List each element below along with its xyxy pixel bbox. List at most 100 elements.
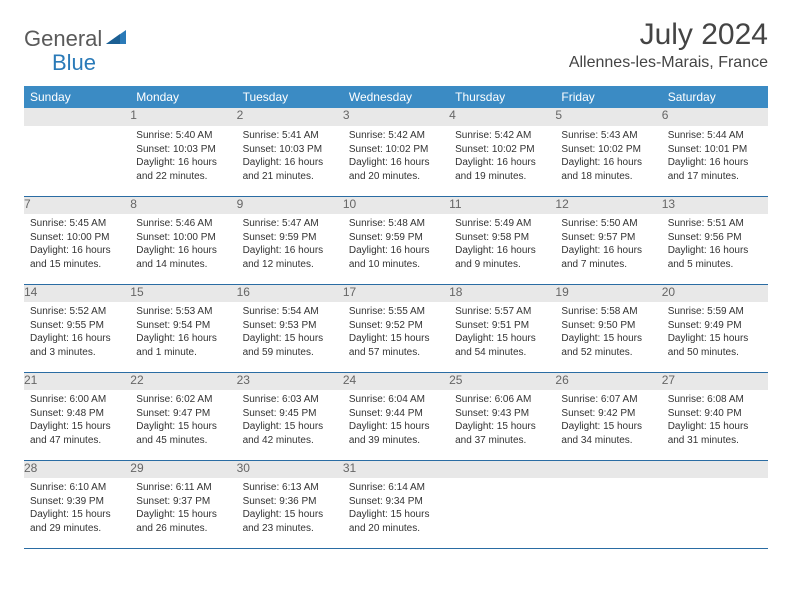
calendar-day-cell: Sunrise: 5:46 AMSunset: 10:00 PMDaylight… xyxy=(130,214,236,284)
calendar-day-number: 25 xyxy=(449,372,555,390)
logo-text-general: General xyxy=(24,26,102,52)
calendar-day-cell: Sunrise: 6:08 AMSunset: 9:40 PMDaylight:… xyxy=(662,390,768,460)
calendar-day-cell: Sunrise: 5:52 AMSunset: 9:55 PMDaylight:… xyxy=(24,302,130,372)
calendar-day-header: Friday xyxy=(555,86,661,108)
calendar-day-cell: Sunrise: 6:07 AMSunset: 9:42 PMDaylight:… xyxy=(555,390,661,460)
calendar-day-cell: Sunrise: 5:54 AMSunset: 9:53 PMDaylight:… xyxy=(237,302,343,372)
calendar-day-cell: Sunrise: 6:04 AMSunset: 9:44 PMDaylight:… xyxy=(343,390,449,460)
day-details: Sunrise: 5:55 AMSunset: 9:52 PMDaylight:… xyxy=(343,302,449,363)
calendar-day-cell: Sunrise: 5:53 AMSunset: 9:54 PMDaylight:… xyxy=(130,302,236,372)
calendar-day-number: 8 xyxy=(130,196,236,214)
calendar-content-row: Sunrise: 5:45 AMSunset: 10:00 PMDaylight… xyxy=(24,214,768,284)
logo: General xyxy=(24,26,130,52)
calendar-day-number: 6 xyxy=(662,108,768,126)
calendar-header-row: SundayMondayTuesdayWednesdayThursdayFrid… xyxy=(24,86,768,108)
calendar-day-cell xyxy=(24,126,130,196)
calendar-day-number: 1 xyxy=(130,108,236,126)
calendar-day-number: 5 xyxy=(555,108,661,126)
day-details: Sunrise: 5:53 AMSunset: 9:54 PMDaylight:… xyxy=(130,302,236,363)
calendar-day-header: Wednesday xyxy=(343,86,449,108)
page-title: July 2024 xyxy=(569,18,768,52)
calendar-day-number: 9 xyxy=(237,196,343,214)
calendar-day-header: Sunday xyxy=(24,86,130,108)
day-details: Sunrise: 5:41 AMSunset: 10:03 PMDaylight… xyxy=(237,126,343,187)
day-details: Sunrise: 6:13 AMSunset: 9:36 PMDaylight:… xyxy=(237,478,343,539)
day-details: Sunrise: 6:07 AMSunset: 9:42 PMDaylight:… xyxy=(555,390,661,451)
calendar-table: SundayMondayTuesdayWednesdayThursdayFrid… xyxy=(24,86,768,549)
calendar-day-number xyxy=(555,460,661,478)
calendar-day-number: 26 xyxy=(555,372,661,390)
calendar-day-number: 12 xyxy=(555,196,661,214)
calendar-day-number: 7 xyxy=(24,196,130,214)
calendar-day-cell: Sunrise: 5:45 AMSunset: 10:00 PMDaylight… xyxy=(24,214,130,284)
calendar-day-number: 22 xyxy=(130,372,236,390)
calendar-day-number xyxy=(24,108,130,126)
calendar-day-cell xyxy=(555,478,661,548)
calendar-daynum-row: 123456 xyxy=(24,108,768,126)
day-details: Sunrise: 5:52 AMSunset: 9:55 PMDaylight:… xyxy=(24,302,130,363)
calendar-day-header: Saturday xyxy=(662,86,768,108)
calendar-day-cell: Sunrise: 6:03 AMSunset: 9:45 PMDaylight:… xyxy=(237,390,343,460)
calendar-day-number: 17 xyxy=(343,284,449,302)
calendar-day-cell: Sunrise: 6:00 AMSunset: 9:48 PMDaylight:… xyxy=(24,390,130,460)
day-details: Sunrise: 6:11 AMSunset: 9:37 PMDaylight:… xyxy=(130,478,236,539)
calendar-day-cell: Sunrise: 5:42 AMSunset: 10:02 PMDaylight… xyxy=(343,126,449,196)
day-details: Sunrise: 5:59 AMSunset: 9:49 PMDaylight:… xyxy=(662,302,768,363)
calendar-day-number xyxy=(662,460,768,478)
day-details: Sunrise: 5:45 AMSunset: 10:00 PMDaylight… xyxy=(24,214,130,275)
calendar-day-number: 23 xyxy=(237,372,343,390)
calendar-day-cell: Sunrise: 5:50 AMSunset: 9:57 PMDaylight:… xyxy=(555,214,661,284)
day-details: Sunrise: 5:48 AMSunset: 9:59 PMDaylight:… xyxy=(343,214,449,275)
calendar-day-cell: Sunrise: 5:57 AMSunset: 9:51 PMDaylight:… xyxy=(449,302,555,372)
calendar-day-number: 30 xyxy=(237,460,343,478)
calendar-day-cell: Sunrise: 6:02 AMSunset: 9:47 PMDaylight:… xyxy=(130,390,236,460)
calendar-day-number: 20 xyxy=(662,284,768,302)
logo-triangle-icon xyxy=(106,28,128,51)
day-details: Sunrise: 5:40 AMSunset: 10:03 PMDaylight… xyxy=(130,126,236,187)
day-details: Sunrise: 5:42 AMSunset: 10:02 PMDaylight… xyxy=(449,126,555,187)
day-details: Sunrise: 5:42 AMSunset: 10:02 PMDaylight… xyxy=(343,126,449,187)
day-details: Sunrise: 5:47 AMSunset: 9:59 PMDaylight:… xyxy=(237,214,343,275)
day-details: Sunrise: 6:00 AMSunset: 9:48 PMDaylight:… xyxy=(24,390,130,451)
calendar-day-number: 2 xyxy=(237,108,343,126)
day-details: Sunrise: 6:10 AMSunset: 9:39 PMDaylight:… xyxy=(24,478,130,539)
calendar-day-number: 10 xyxy=(343,196,449,214)
calendar-daynum-row: 78910111213 xyxy=(24,196,768,214)
day-details: Sunrise: 5:44 AMSunset: 10:01 PMDaylight… xyxy=(662,126,768,187)
day-details: Sunrise: 5:54 AMSunset: 9:53 PMDaylight:… xyxy=(237,302,343,363)
calendar-day-number: 13 xyxy=(662,196,768,214)
calendar-day-header: Thursday xyxy=(449,86,555,108)
calendar-day-cell: Sunrise: 5:51 AMSunset: 9:56 PMDaylight:… xyxy=(662,214,768,284)
calendar-day-cell: Sunrise: 5:59 AMSunset: 9:49 PMDaylight:… xyxy=(662,302,768,372)
calendar-day-cell: Sunrise: 5:48 AMSunset: 9:59 PMDaylight:… xyxy=(343,214,449,284)
calendar-content-row: Sunrise: 5:52 AMSunset: 9:55 PMDaylight:… xyxy=(24,302,768,372)
calendar-content-row: Sunrise: 6:10 AMSunset: 9:39 PMDaylight:… xyxy=(24,478,768,548)
calendar-content-row: Sunrise: 6:00 AMSunset: 9:48 PMDaylight:… xyxy=(24,390,768,460)
calendar-day-cell xyxy=(662,478,768,548)
day-details: Sunrise: 5:46 AMSunset: 10:00 PMDaylight… xyxy=(130,214,236,275)
calendar-day-number: 3 xyxy=(343,108,449,126)
calendar-day-number: 28 xyxy=(24,460,130,478)
calendar-day-number xyxy=(449,460,555,478)
calendar-daynum-row: 21222324252627 xyxy=(24,372,768,390)
logo-text-blue: Blue xyxy=(52,50,96,75)
calendar-day-cell: Sunrise: 5:43 AMSunset: 10:02 PMDaylight… xyxy=(555,126,661,196)
calendar-content-row: Sunrise: 5:40 AMSunset: 10:03 PMDaylight… xyxy=(24,126,768,196)
calendar-day-cell: Sunrise: 6:06 AMSunset: 9:43 PMDaylight:… xyxy=(449,390,555,460)
calendar-day-number: 29 xyxy=(130,460,236,478)
calendar-day-cell: Sunrise: 5:58 AMSunset: 9:50 PMDaylight:… xyxy=(555,302,661,372)
day-details: Sunrise: 5:58 AMSunset: 9:50 PMDaylight:… xyxy=(555,302,661,363)
day-details: Sunrise: 6:08 AMSunset: 9:40 PMDaylight:… xyxy=(662,390,768,451)
calendar-day-number: 4 xyxy=(449,108,555,126)
day-details: Sunrise: 5:49 AMSunset: 9:58 PMDaylight:… xyxy=(449,214,555,275)
day-details: Sunrise: 5:57 AMSunset: 9:51 PMDaylight:… xyxy=(449,302,555,363)
calendar-day-header: Tuesday xyxy=(237,86,343,108)
calendar-day-cell: Sunrise: 5:55 AMSunset: 9:52 PMDaylight:… xyxy=(343,302,449,372)
calendar-day-number: 19 xyxy=(555,284,661,302)
day-details: Sunrise: 6:14 AMSunset: 9:34 PMDaylight:… xyxy=(343,478,449,539)
calendar-daynum-row: 14151617181920 xyxy=(24,284,768,302)
calendar-day-cell: Sunrise: 5:47 AMSunset: 9:59 PMDaylight:… xyxy=(237,214,343,284)
calendar-day-number: 14 xyxy=(24,284,130,302)
calendar-day-cell: Sunrise: 5:49 AMSunset: 9:58 PMDaylight:… xyxy=(449,214,555,284)
day-details: Sunrise: 6:04 AMSunset: 9:44 PMDaylight:… xyxy=(343,390,449,451)
